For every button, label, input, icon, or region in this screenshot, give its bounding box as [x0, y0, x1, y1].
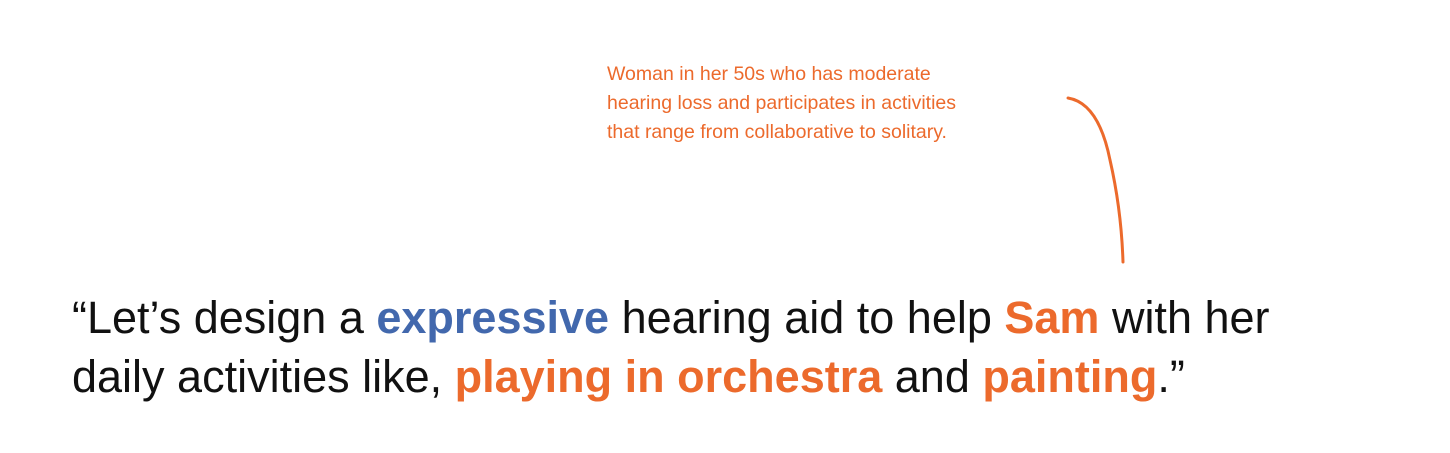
design-statement: “Let’s design a expressive hearing aid t…: [72, 288, 1422, 406]
annotation-line: hearing loss and participates in activit…: [607, 92, 957, 114]
statement-text: hearing aid to help: [609, 292, 1005, 343]
statement-text: “Let’s design a: [72, 292, 377, 343]
statement-text: with her: [1099, 292, 1270, 343]
activity-painting: painting: [982, 351, 1158, 402]
persona-name: Sam: [1004, 292, 1100, 343]
annotation-line: that range from collaborative to solitar…: [607, 121, 947, 143]
statement-line-1: “Let’s design a expressive hearing aid t…: [72, 288, 1422, 347]
statement-text: daily activities like,: [72, 351, 455, 402]
statement-text: and: [882, 351, 983, 402]
keyword-expressive: expressive: [376, 292, 610, 343]
persona-annotation: Woman in her 50s who has moderate hearin…: [607, 60, 1077, 147]
annotation-line: Woman in her 50s who has moderate: [607, 63, 931, 85]
activity-orchestra: playing in orchestra: [454, 351, 883, 402]
statement-text: .”: [1157, 351, 1185, 402]
statement-line-2: daily activities like, playing in orches…: [72, 347, 1422, 406]
